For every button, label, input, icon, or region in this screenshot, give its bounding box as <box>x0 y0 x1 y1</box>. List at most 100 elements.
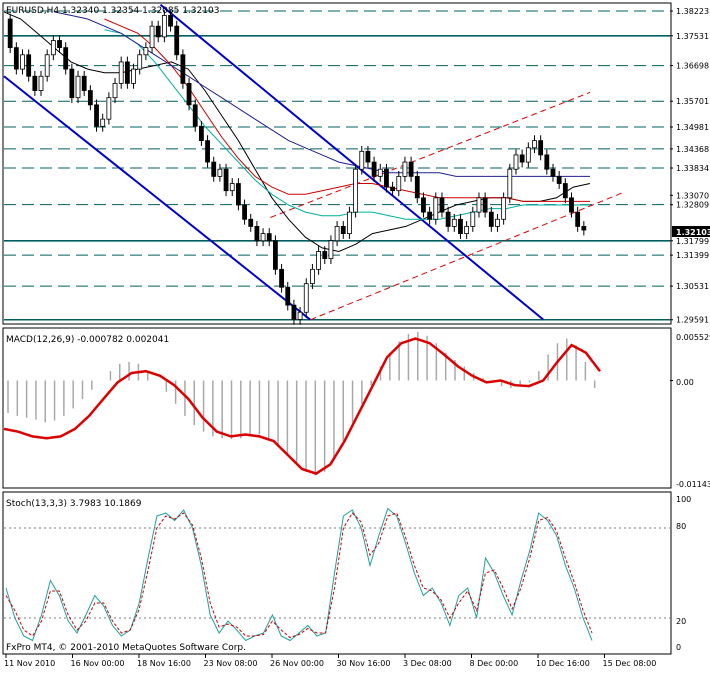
macd-panel-frame <box>2 327 672 489</box>
candle-body <box>155 25 161 38</box>
candle-body <box>470 211 476 227</box>
candle-body <box>458 218 463 234</box>
candle-body <box>495 218 500 227</box>
candle-body <box>353 168 359 213</box>
stoch-scale-80: 80 <box>676 522 686 531</box>
candle-body <box>525 147 531 163</box>
price-tick-label: 1.31399 <box>676 251 709 260</box>
candle-body <box>427 211 433 220</box>
candle-body <box>476 197 482 213</box>
candle-body <box>143 47 149 56</box>
candle-body <box>334 226 340 242</box>
candle-body <box>365 150 371 163</box>
macd-scale-bottom: -0.011435 <box>676 480 710 489</box>
price-tick-label: 1.33070 <box>676 191 709 200</box>
candle-body <box>94 104 99 127</box>
candle-body <box>87 90 93 106</box>
candle-body <box>211 161 217 177</box>
candle-body <box>550 168 556 177</box>
candle-body <box>310 268 315 285</box>
candle-body <box>69 68 75 99</box>
channel-line <box>159 3 545 321</box>
candle-body <box>32 75 38 91</box>
candle-body <box>81 75 87 91</box>
price-layer <box>3 3 670 325</box>
candle-body <box>322 251 328 260</box>
price-tick-label: 1.34981 <box>676 123 709 132</box>
price-panel-frame <box>2 2 672 325</box>
price-tick-label: 1.30531 <box>676 282 709 291</box>
x-tick-label: 3 Dec 08:00 <box>403 659 452 668</box>
candle-body <box>488 211 494 227</box>
price-tick-label: 1.35701 <box>676 97 709 106</box>
candle-body <box>63 47 69 70</box>
channel-line <box>3 75 311 321</box>
candle-body <box>513 154 519 170</box>
candle-body <box>100 118 106 127</box>
candle-body <box>75 75 81 99</box>
candle-body <box>149 25 155 49</box>
price-tick-label: 1.38223 <box>676 7 709 16</box>
copyright-text: FxPro MT4, © 2001-2010 MetaQuotes Softwa… <box>6 643 246 653</box>
macd-layer <box>3 332 601 476</box>
candle-body <box>254 226 260 242</box>
candle-body <box>273 240 278 270</box>
candle-body <box>118 61 124 84</box>
candle-body <box>359 150 365 170</box>
candle-body <box>581 226 587 231</box>
candle-body <box>260 233 266 242</box>
candle-body <box>137 54 143 70</box>
candle-body <box>217 168 223 177</box>
candle-body <box>161 15 167 38</box>
candle-body <box>50 40 56 56</box>
candle-body <box>569 197 574 213</box>
price-tick-label: 1.36698 <box>676 62 709 71</box>
candle-body <box>371 161 377 177</box>
candle-body <box>532 140 537 149</box>
price-tick-label: 1.31799 <box>676 237 709 246</box>
candle-body <box>501 197 507 220</box>
candle-body <box>124 61 130 84</box>
candle-body <box>421 197 426 213</box>
candle-body <box>198 125 204 142</box>
stoch-scale-20: 20 <box>676 617 686 626</box>
stoch-k-line <box>5 507 593 642</box>
stoch-scale-0: 0 <box>676 643 681 652</box>
candle-body <box>174 25 180 56</box>
candle-body <box>384 168 389 188</box>
x-tick-label: 26 Nov 00:00 <box>270 659 324 668</box>
x-tick-label: 11 Nov 2010 <box>4 659 55 668</box>
candle-body <box>235 183 241 206</box>
x-tick-label: 16 Nov 00:00 <box>71 659 125 668</box>
candle-body <box>192 104 198 127</box>
current-price-label: 1.32103 <box>676 228 710 237</box>
x-tick-label: 8 Dec 00:00 <box>470 659 519 668</box>
price-header: EURUSD,H4 1.32340 1.32354 1.32085 1.3210… <box>6 6 219 16</box>
x-tick-label: 30 Nov 16:00 <box>337 659 391 668</box>
candle-body <box>20 54 25 70</box>
stoch-scale-100: 100 <box>676 495 691 504</box>
candle-body <box>44 54 50 77</box>
candle-body <box>347 211 352 234</box>
price-tick-label: 1.33834 <box>676 164 709 173</box>
candle-body <box>106 97 112 120</box>
candle-body <box>562 183 568 199</box>
candle-body <box>340 226 346 234</box>
candle-body <box>131 68 136 84</box>
candle-body <box>464 226 470 234</box>
candle-body <box>328 240 334 260</box>
candle-body <box>303 283 309 313</box>
candle-body <box>186 82 192 106</box>
candle-body <box>248 218 254 227</box>
x-tick-label: 10 Dec 16:00 <box>536 659 590 668</box>
candle-body <box>297 311 303 320</box>
candle-body <box>7 18 13 49</box>
price-tick-label: 1.37531 <box>676 32 709 41</box>
candle-body <box>396 175 402 192</box>
candle-body <box>57 40 62 49</box>
candle-body <box>266 233 272 242</box>
candle-body <box>223 168 229 192</box>
moving-average-line <box>104 18 590 202</box>
